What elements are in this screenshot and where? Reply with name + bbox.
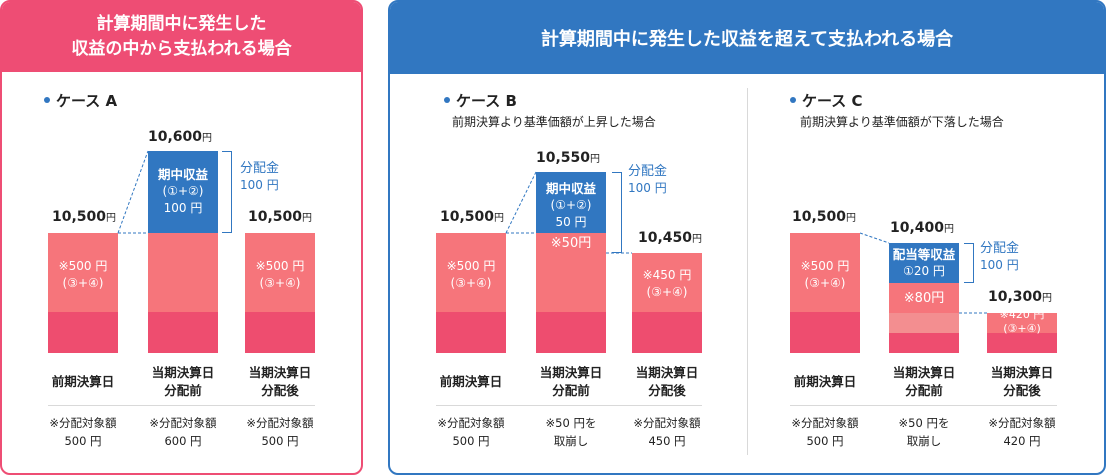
case-c-before-bar-lower xyxy=(889,333,959,353)
case-b-after-value: 10,450円 xyxy=(637,230,703,246)
case-b-subtitle: 前期決算より基準価額が上昇した場合 xyxy=(452,115,656,129)
case-c-after-value: 10,300円 xyxy=(987,289,1053,305)
case-b-income-segment xyxy=(536,172,606,233)
case-a-dist-bracket xyxy=(222,151,232,233)
case-c-dist-bracket xyxy=(964,243,974,283)
case-a-x-prev: 前期決算日 xyxy=(51,374,115,389)
case-a-after-inbar: ※500 円 (③+④) xyxy=(255,259,305,290)
case-b-x-before: 当期決算日 分配前 xyxy=(539,365,603,398)
case-b-withdraw-label: ※50円 xyxy=(550,236,592,251)
case-c-income-segment xyxy=(889,243,959,283)
case-b-prev-inbar: ※500 円 (③+④) xyxy=(446,259,496,290)
case-a-note-before: ※分配対象額 600 円 xyxy=(149,416,217,448)
left-panel-title-line2: 収益の中から支払われる場合 xyxy=(71,39,292,59)
bullet-icon xyxy=(444,96,450,103)
case-a-income-label: 期中収益 (①+②) 100 円 xyxy=(157,167,208,215)
left-panel-header: 計算期間中に発生した 収益の中から支払われる場合 xyxy=(2,2,361,72)
case-b-before-bar-lower xyxy=(536,312,606,353)
case-c-after-bar-lower xyxy=(987,333,1057,353)
case-a-income-segment xyxy=(148,151,218,233)
case-c-x-after: 当期決算日 分配後 xyxy=(990,365,1054,398)
case-b-before-value: 10,550円 xyxy=(535,150,601,166)
case-a-dist-label: 分配金 100 円 xyxy=(240,161,280,192)
case-c-after-bar-upper xyxy=(987,313,1057,333)
case-b-prev-value: 10,500円 xyxy=(439,209,505,225)
case-b-prev-bar-upper xyxy=(436,233,506,312)
bullet-icon xyxy=(44,96,50,103)
case-b-dist-label: 分配金 100 円 xyxy=(628,164,668,195)
case-b-title: ケース B xyxy=(444,90,517,111)
case-a-before-value: 10,600円 xyxy=(147,129,213,145)
case-b-prev-bar-lower xyxy=(436,312,506,353)
case-c-withdraw-label: ※80円 xyxy=(903,291,945,306)
case-a-note-prev: ※分配対象額 500 円 xyxy=(49,416,117,448)
case-a-prev-bar-upper xyxy=(48,233,118,312)
case-c-note-before: ※50 円を 取崩し xyxy=(898,416,950,448)
case-b-note-after: ※分配対象額 450 円 xyxy=(633,416,701,448)
case-c-subtitle: 前期決算より基準価額が下落した場合 xyxy=(800,115,1004,129)
case-a-x-after: 当期決算日 分配後 xyxy=(248,365,312,398)
case-c-x-before: 当期決算日 分配前 xyxy=(892,365,956,398)
right-panel-title: 計算期間中に発生した収益を超えて支払われる場合 xyxy=(540,29,954,50)
case-c-prev-value: 10,500円 xyxy=(791,209,857,225)
case-c-prev-inbar: ※500 円 (③+④) xyxy=(800,259,850,290)
case-b-dist-bracket xyxy=(612,172,622,253)
case-c-note-divider xyxy=(790,405,1057,406)
right-panel-header: 計算期間中に発生した収益を超えて支払われる場合 xyxy=(390,2,1104,74)
case-c-before-bar-upper xyxy=(889,283,959,313)
case-a-title: ケース A xyxy=(44,90,117,111)
case-c-note-after: ※分配対象額 420 円 xyxy=(988,416,1056,448)
case-c-after-inbar: ※420 円 (③+④) xyxy=(999,308,1045,335)
case-b-before-bar-upper xyxy=(536,233,606,312)
case-c-before-bar-mid xyxy=(889,313,959,333)
case-c-income-label: 配当等収益 ①20 円 xyxy=(892,247,956,278)
case-a-before-bar-upper xyxy=(148,233,218,312)
case-b-note-prev: ※分配対象額 500 円 xyxy=(437,416,505,448)
case-a-note-after: ※分配対象額 500 円 xyxy=(246,416,314,448)
bullet-icon xyxy=(790,96,796,103)
case-a-prev-value: 10,500円 xyxy=(51,209,117,225)
case-c-prev-bar-lower xyxy=(790,312,860,353)
case-a-after-bar-lower xyxy=(245,312,315,353)
case-c-x-prev: 前期決算日 xyxy=(793,374,857,389)
case-divider xyxy=(747,88,748,455)
case-c-prev-bar-upper xyxy=(790,233,860,312)
case-b-note-before: ※50 円を 取崩し xyxy=(545,416,597,448)
case-b-income-label: 期中収益 (①+②) 50 円 xyxy=(545,181,596,229)
case-a-x-before: 当期決算日 分配前 xyxy=(151,365,215,398)
case-b-x-after: 当期決算日 分配後 xyxy=(635,365,699,398)
case-c-title: ケース C xyxy=(790,90,862,111)
case-b-x-prev: 前期決算日 xyxy=(439,374,503,389)
case-b-note-divider xyxy=(436,405,702,406)
case-b-after-bar-lower xyxy=(632,312,702,353)
case-a-after-bar-upper xyxy=(245,233,315,312)
case-b-after-bar-upper xyxy=(632,253,702,312)
case-c-dist-label: 分配金 100 円 xyxy=(980,241,1020,272)
case-a-note-divider xyxy=(48,405,315,406)
case-c-note-prev: ※分配対象額 500 円 xyxy=(791,416,859,448)
case-a-prev-inbar: ※500 円 (③+④) xyxy=(58,259,108,290)
left-panel-title-line1: 計算期間中に発生した xyxy=(96,14,267,34)
case-b-after-inbar: ※450 円 (③+④) xyxy=(642,268,692,299)
case-a-before-bar-lower xyxy=(148,312,218,353)
case-a-prev-bar-lower xyxy=(48,312,118,353)
case-c-before-value: 10,400円 xyxy=(889,220,955,236)
case-a-after-value: 10,500円 xyxy=(247,209,313,225)
